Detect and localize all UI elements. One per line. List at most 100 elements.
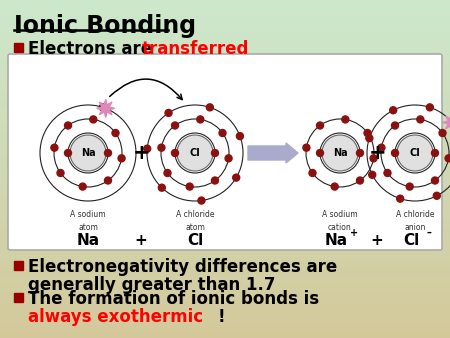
Circle shape xyxy=(366,135,373,142)
Circle shape xyxy=(316,122,324,129)
Bar xyxy=(0,51,450,55)
FancyArrowPatch shape xyxy=(110,79,182,100)
Text: always exothermic: always exothermic xyxy=(28,308,203,326)
Circle shape xyxy=(158,184,165,191)
Bar xyxy=(0,148,450,152)
Bar xyxy=(0,258,450,262)
Bar xyxy=(0,291,450,296)
Circle shape xyxy=(118,155,125,162)
Bar xyxy=(0,207,450,211)
Circle shape xyxy=(406,183,413,190)
Circle shape xyxy=(392,149,399,156)
Bar xyxy=(0,198,450,203)
Bar xyxy=(0,308,450,313)
Circle shape xyxy=(390,107,397,114)
Circle shape xyxy=(445,155,450,162)
Circle shape xyxy=(90,116,97,123)
Bar xyxy=(0,123,450,127)
Circle shape xyxy=(364,129,371,137)
Circle shape xyxy=(70,135,106,171)
Bar xyxy=(0,0,450,4)
Text: Electronegativity differences are: Electronegativity differences are xyxy=(28,258,337,276)
Text: Cl: Cl xyxy=(410,148,420,158)
Bar xyxy=(0,135,450,139)
Circle shape xyxy=(369,171,376,178)
Circle shape xyxy=(99,104,106,111)
Circle shape xyxy=(104,149,112,156)
Bar xyxy=(0,241,450,245)
Bar xyxy=(0,304,450,308)
Circle shape xyxy=(236,132,243,140)
Bar xyxy=(0,220,450,224)
Text: !: ! xyxy=(218,308,225,326)
Bar xyxy=(0,321,450,325)
Circle shape xyxy=(233,174,240,181)
Bar xyxy=(0,161,450,165)
Bar xyxy=(0,177,450,182)
Bar xyxy=(0,34,450,38)
Bar xyxy=(0,262,450,266)
Bar xyxy=(0,30,450,34)
Text: Na: Na xyxy=(324,233,347,248)
Circle shape xyxy=(309,169,316,176)
Bar xyxy=(0,274,450,279)
Circle shape xyxy=(171,149,179,156)
Circle shape xyxy=(342,116,349,123)
Bar xyxy=(0,325,450,330)
Bar xyxy=(0,283,450,287)
Circle shape xyxy=(396,195,404,202)
Bar xyxy=(0,194,450,198)
Bar xyxy=(0,17,450,21)
Bar xyxy=(0,131,450,135)
Text: The formation of ionic bonds is: The formation of ionic bonds is xyxy=(28,290,319,308)
Bar xyxy=(0,173,450,177)
Circle shape xyxy=(112,129,119,137)
Text: +: + xyxy=(135,233,148,248)
Bar xyxy=(0,313,450,317)
Bar xyxy=(0,165,450,169)
Circle shape xyxy=(79,183,86,190)
Circle shape xyxy=(219,129,226,137)
Circle shape xyxy=(378,144,385,151)
Circle shape xyxy=(322,135,358,171)
Text: A sodium: A sodium xyxy=(70,210,106,219)
Bar xyxy=(0,42,450,47)
Bar xyxy=(0,216,450,220)
Text: anion: anion xyxy=(404,223,426,232)
Bar xyxy=(0,334,450,338)
FancyArrow shape xyxy=(248,143,298,163)
Bar xyxy=(0,296,450,300)
Bar xyxy=(0,76,450,80)
Circle shape xyxy=(51,144,58,151)
Bar xyxy=(0,21,450,25)
Circle shape xyxy=(144,145,151,152)
Bar xyxy=(0,203,450,207)
Circle shape xyxy=(356,177,364,184)
Circle shape xyxy=(158,144,165,151)
Text: +: + xyxy=(369,143,386,163)
Circle shape xyxy=(104,177,112,184)
Circle shape xyxy=(417,116,424,123)
Text: Cl: Cl xyxy=(187,233,203,248)
Circle shape xyxy=(439,129,446,137)
Circle shape xyxy=(198,197,205,204)
Text: A sodium: A sodium xyxy=(322,210,358,219)
Circle shape xyxy=(316,149,324,156)
Circle shape xyxy=(331,183,338,190)
Circle shape xyxy=(225,155,232,162)
Text: cation: cation xyxy=(328,223,352,232)
Text: A chloride: A chloride xyxy=(176,210,214,219)
Bar xyxy=(0,59,450,64)
Bar xyxy=(0,211,450,216)
Text: atom: atom xyxy=(78,223,98,232)
Bar xyxy=(0,127,450,131)
Bar xyxy=(0,101,450,105)
Text: +: + xyxy=(371,233,383,248)
Text: Na: Na xyxy=(333,148,347,158)
Bar xyxy=(0,13,450,17)
Circle shape xyxy=(64,149,72,156)
Text: Cl: Cl xyxy=(403,233,419,248)
Text: generally greater than 1.7: generally greater than 1.7 xyxy=(28,276,275,294)
Bar xyxy=(0,224,450,228)
Bar xyxy=(0,144,450,148)
